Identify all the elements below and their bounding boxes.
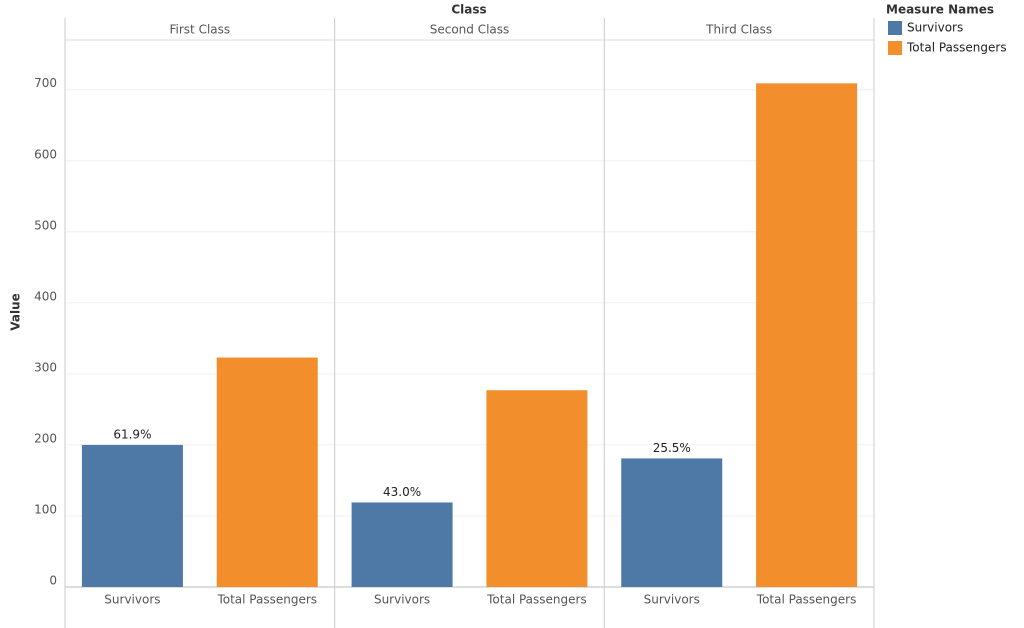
legend-swatch	[888, 21, 902, 35]
legend-swatch	[888, 41, 902, 55]
legend-label: Survivors	[907, 21, 963, 35]
y-tick-label: 100	[34, 502, 57, 516]
y-tick-label: 400	[34, 289, 57, 303]
legend-title: Measure Names	[886, 3, 994, 17]
bar	[351, 502, 453, 587]
x-tick-label: Survivors	[374, 593, 430, 607]
y-tick-label: 600	[34, 147, 57, 161]
bar	[216, 357, 318, 587]
panel-header: Third Class	[705, 23, 772, 37]
bar	[621, 458, 723, 587]
bar	[81, 444, 183, 587]
y-tick-label: 200	[34, 431, 57, 445]
data-label: 61.9%	[113, 427, 151, 441]
y-tick-label: 700	[34, 76, 57, 90]
y-tick-label: 300	[34, 360, 57, 374]
x-tick-label: Total Passengers	[486, 593, 587, 607]
bar	[486, 390, 588, 587]
x-tick-label: Total Passengers	[756, 593, 857, 607]
legend-label: Total Passengers	[906, 41, 1007, 55]
y-tick-label: 500	[34, 218, 57, 232]
x-tick-label: Survivors	[644, 593, 700, 607]
y-tick-label: 0	[49, 574, 57, 588]
x-tick-label: Survivors	[104, 593, 160, 607]
data-label: 43.0%	[383, 485, 421, 499]
panel-header: Second Class	[430, 23, 510, 37]
facet-title: Class	[451, 3, 486, 17]
panel-header: First Class	[170, 23, 231, 37]
bar	[756, 83, 858, 587]
x-tick-label: Total Passengers	[216, 593, 317, 607]
y-axis-label: Value	[9, 293, 23, 331]
data-label: 25.5%	[653, 441, 691, 455]
